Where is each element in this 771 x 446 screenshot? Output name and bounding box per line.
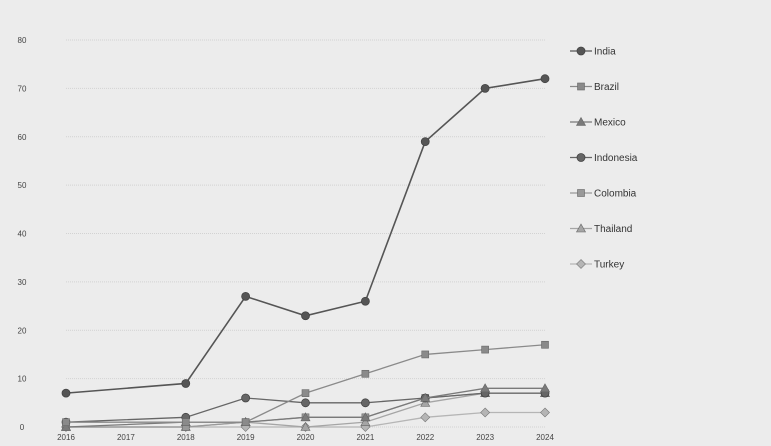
y-tick-label: 60 [18,133,27,142]
x-tick-label: 2022 [416,433,434,441]
y-tick-label: 10 [18,375,27,384]
legend-marker [576,46,586,56]
data-point-mexico [539,383,551,393]
data-point-indonesia [360,398,370,408]
series-india [61,74,550,398]
legend-label: India [594,47,616,58]
y-tick-label: 20 [18,326,27,335]
legend: India Brazil Mexico Indonesia Colombia Thaila… [570,47,638,271]
data-point-brazil [361,369,370,378]
data-point-india [181,379,191,388]
legend-label: Mexico [594,118,626,129]
data-point-thailand [360,417,371,426]
x-axis: 2016 2017 2018 2019 2020 2021 2022 2023 2024 [57,433,554,442]
data-point-mexico [300,412,311,422]
y-tick-label: 40 [18,230,27,239]
y-tick-label: 70 [18,84,27,93]
y-tick-label: 0 [20,423,25,432]
series-line-india [65,77,546,394]
data-point-mexico [360,412,371,422]
legend-label: Indonesia [594,153,638,164]
data-point-brazil [241,418,250,426]
data-point-india [360,296,370,306]
data-point-turkey [420,412,431,423]
data-point-indonesia [301,398,310,408]
data-point-india [540,74,550,84]
series-layer [60,74,551,432]
data-point-brazil [62,418,70,426]
legend-marker [575,116,587,126]
y-tick-label: 50 [18,181,27,190]
y-axis: 0 10 20 30 40 50 60 70 80 [18,36,27,432]
legend-marker [577,82,585,91]
legend-label: Thailand [594,224,632,235]
legend-marker [576,153,586,162]
data-point-brazil [481,345,489,354]
series-line-brazil [66,344,546,423]
data-point-mexico [60,421,72,431]
data-point-mexico [420,392,431,402]
data-point-brazil [181,418,190,426]
legend-item-indonesia: Indonesia [570,153,638,164]
legend-item-brazil: Brazil [570,82,619,93]
data-point-india [480,83,490,93]
data-point-india [61,388,71,398]
data-point-india [241,291,251,301]
legend-item-colombia: Colombia [570,189,637,200]
legend-label: Colombia [594,189,637,200]
data-point-brazil [541,340,549,349]
data-point-indonesia [241,393,251,403]
y-tick-label: 30 [18,278,27,287]
legend-item-turkey: Turkey [570,259,624,271]
series-line-indonesia [65,392,545,423]
legend-marker [576,259,586,269]
legend-item-mexico: Mexico [570,116,626,129]
legend-label: Turkey [594,260,624,271]
x-tick-label: 2016 [57,433,75,441]
series-line-turkey [66,411,545,428]
y-tick-label: 80 [18,36,27,45]
x-tick-label: 2019 [237,433,255,441]
data-point-india [301,311,310,321]
data-point-brazil [301,389,310,397]
legend-item-india: India [570,47,616,58]
series-brazil [62,340,549,426]
data-point-mexico [480,383,491,393]
legend-label: Brazil [594,82,619,93]
x-tick-label: 2023 [476,433,494,441]
legend-item-thailand: Thailand [570,223,632,235]
data-point-thailand [300,421,311,431]
legend-marker [575,223,587,233]
x-tick-label: 2017 [117,433,135,441]
data-point-turkey [540,407,550,418]
data-point-turkey [480,407,491,418]
x-tick-label: 2024 [536,433,554,441]
legend-marker [577,189,585,197]
data-point-india [420,137,430,146]
x-tick-label: 2020 [297,433,315,441]
x-tick-label: 2021 [356,433,374,441]
data-point-brazil [421,350,430,359]
x-tick-label: 2018 [177,433,195,441]
